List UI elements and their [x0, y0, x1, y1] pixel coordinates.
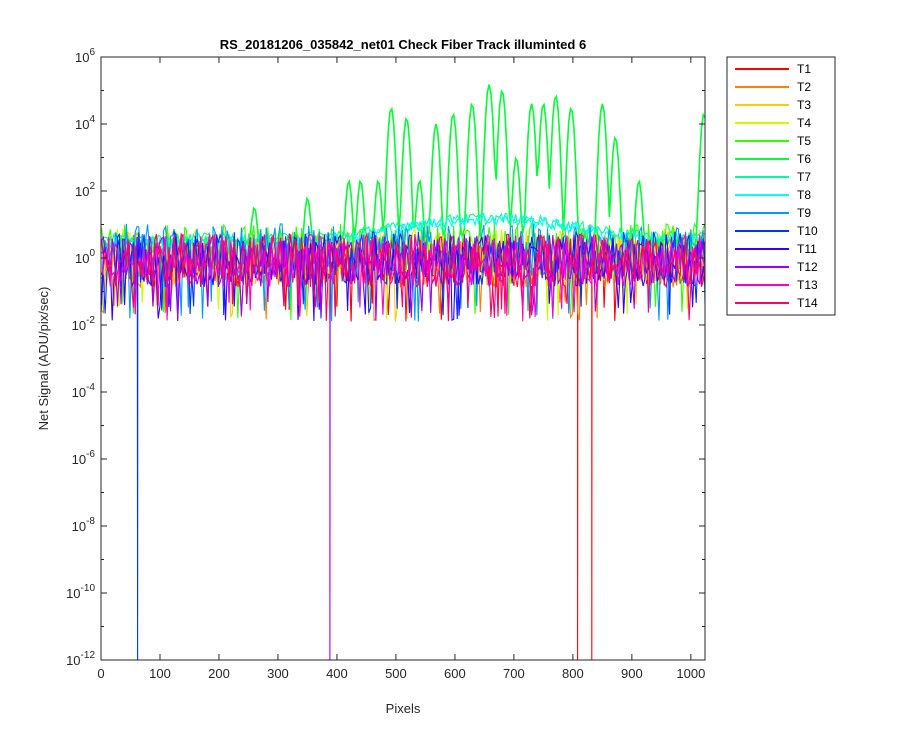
y-tick-label: 10-2 [72, 315, 96, 333]
y-tick-label: 102 [75, 181, 95, 199]
legend-label-t2: T2 [797, 80, 811, 94]
legend-label-t8: T8 [797, 188, 811, 202]
y-tick-label: 10-8 [72, 516, 96, 534]
x-tick-label: 700 [503, 666, 525, 681]
legend-label-t11: T11 [797, 242, 817, 256]
legend-label-t13: T13 [797, 278, 818, 292]
series-line-t8 [101, 213, 705, 252]
plot-lines [101, 84, 705, 660]
x-tick-label: 200 [208, 666, 230, 681]
legend-label-t12: T12 [797, 260, 818, 274]
x-tick-label: 900 [621, 666, 643, 681]
x-tick-label: 500 [385, 666, 407, 681]
legend-label-t5: T5 [797, 134, 811, 148]
y-tick-label: 104 [75, 114, 95, 132]
y-tick-label: 10-10 [66, 583, 95, 601]
x-tick-label: 100 [149, 666, 171, 681]
legend-label-t4: T4 [797, 116, 811, 130]
legend-label-t10: T10 [797, 224, 818, 238]
chart-title: RS_20181206_035842_net01 Check Fiber Tra… [220, 37, 586, 52]
y-tick-label: 10-6 [72, 449, 96, 467]
y-axis: 10-12 10-10 10-8 10-6 10-4 10-2 100 102 104 106 [66, 47, 705, 668]
x-tick-label: 300 [267, 666, 289, 681]
x-tick-label: 600 [444, 666, 466, 681]
legend: T1 T2 T3 T4 T5 T6 T7 T8 T9 T10 T11 T12 T13 T14 [726, 56, 836, 316]
y-tick-label: 106 [75, 47, 95, 65]
legend-box [726, 56, 836, 316]
y-tick-label: 100 [75, 248, 95, 266]
x-tick-label: 1000 [676, 666, 705, 681]
series-line-t14 [101, 232, 705, 322]
x-tick-label: 800 [562, 666, 584, 681]
legend-label-t7: T7 [797, 170, 811, 184]
y-tick-label: 10-4 [72, 382, 96, 400]
y-axis-label: Net Signal (ADU/pix/sec) [36, 287, 51, 431]
x-axis-label: Pixels [386, 701, 421, 716]
series-line-t1 [101, 233, 705, 660]
series-line-t6 [101, 84, 705, 249]
x-axis: 0 100 200 300 400 500 600 700 800 900 1000 [97, 57, 705, 681]
y-tick-label: 10-12 [66, 650, 95, 668]
x-tick-label: 0 [97, 666, 104, 681]
x-tick-label: 400 [326, 666, 348, 681]
legend-label-t6: T6 [797, 152, 811, 166]
legend-label-t9: T9 [797, 206, 811, 220]
legend-label-t3: T3 [797, 98, 811, 112]
legend-label-t1: T1 [797, 62, 811, 76]
legend-label-t14: T14 [797, 296, 818, 310]
